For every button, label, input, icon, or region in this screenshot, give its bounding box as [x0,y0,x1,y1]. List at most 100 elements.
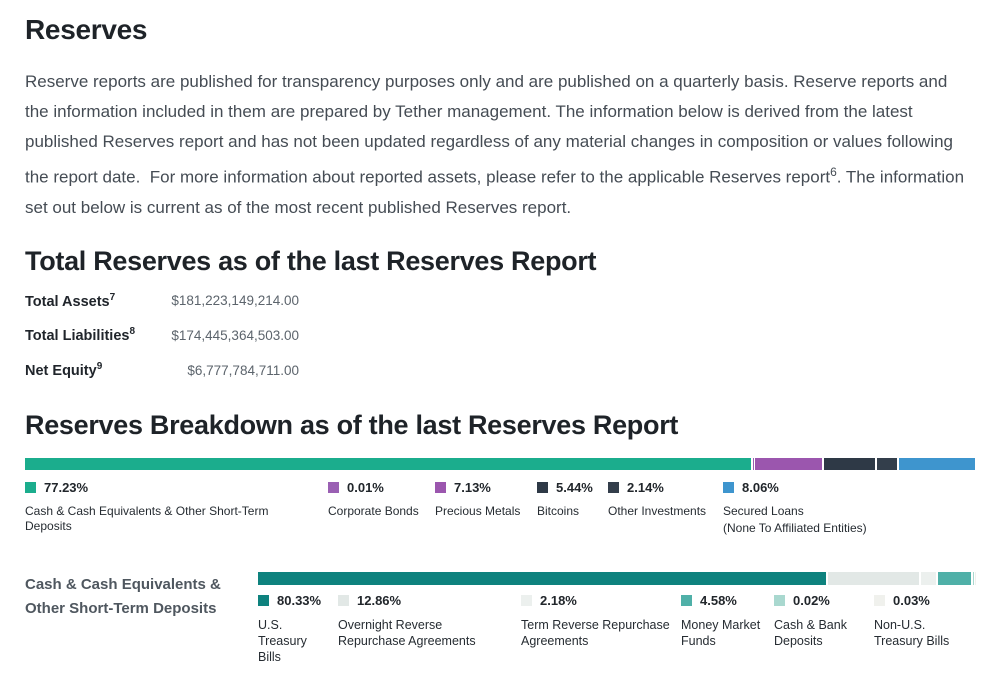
legend-percent-value: 2.18% [540,593,577,609]
legend-percent-value: 5.44% [556,480,593,496]
legend-label: Corporate Bonds [328,504,419,519]
legend-percent-value: 2.14% [627,480,664,496]
total-assets-value: $181,223,149,214.00 [171,293,299,309]
legend-swatch-cash-cash-equivalents-other-short-term-deposits [25,482,36,494]
legend-item-non-u-s-treasury-bills: 0.03% Non-U.S. Treasury Bills [874,593,975,665]
legend-label: Other Investments [608,504,707,519]
legend-swatch-corporate-bonds [328,482,339,494]
legend-percent-value: 0.02% [793,593,830,609]
bar-segment-overnight-reverse-repurchase-agreements [827,572,919,586]
legend-swatch-u-s-treasury-bills [258,595,269,607]
table-row-net-equity: Net Equity9 $6,777,784,711.00 [25,361,975,379]
footnote-ref-8: 8 [129,326,136,338]
legend-percent-value: 0.01% [347,480,384,496]
intro-text: Reserve reports are published for transp… [25,72,954,187]
reserves-breakdown-chart: 77.23% Cash & Cash Equivalents & Other Sh… [25,458,975,536]
label-text: Total Liabilities [25,328,130,345]
bar-segment-cash-cash-equivalents-other-short-term-deposits [25,458,751,471]
legend-swatch-non-u-s-treasury-bills [874,595,885,607]
legend-item-cash-bank-deposits: 0.02% Cash & Bank Deposits [774,593,874,665]
total-liabilities-value: $174,445,364,503.00 [171,328,299,344]
legend-percent-row: 80.33% [258,593,328,608]
legend-percent-value: 0.03% [893,593,930,609]
legend-swatch-other-investments [608,482,619,494]
legend-label: Non-U.S. Treasury Bills [874,618,950,649]
legend-swatch-precious-metals [435,482,446,494]
bar-segment-u-s-treasury-bills [258,572,826,586]
total-assets-label: Total Assets7 [25,292,153,310]
breakdown-heading: Reserves Breakdown as of the last Reserv… [25,410,679,441]
legend-percent-row: 77.23% [25,480,318,495]
intro-text-continued: . The information set out below is curre… [25,167,965,217]
legend-swatch-term-reverse-repurchase-agreements [521,595,532,607]
total-liabilities-label: Total Liabilities8 [25,326,153,344]
cash-equivalents-section: Cash & Cash Equivalents & Other Short-Te… [25,572,975,665]
legend-item-secured-loans: 8.06% Secured Loans (None To Affiliated En… [723,480,975,536]
bar-segment-term-reverse-repurchase-agreements [920,572,937,586]
legend-percent-row: 5.44% [537,480,598,495]
reserves-stacked-bar [25,458,975,471]
legend-item-term-reverse-repurchase-agreements: 2.18% Term Reverse Repurchase Agreements [521,593,681,665]
table-row-total-liabilities: Total Liabilities8 $174,445,364,503.00 [25,326,975,344]
legend-sublabel: (None To Affiliated Entities) [723,521,867,536]
cash-equivalents-section-label: Cash & Cash Equivalents & Other Short-Te… [25,576,221,618]
cash-equivalents-legend: 80.33% U.S. Treasury Bills 12.86% Overnight… [258,593,975,665]
legend-label: Term Reverse Repurchase Agreements [521,618,670,649]
reserves-page: Reserves Reserve reports are published f… [25,14,975,665]
net-equity-label: Net Equity9 [25,361,153,379]
legend-percent-row: 12.86% [338,593,511,608]
legend-item-corporate-bonds: 0.01% Corporate Bonds [328,480,435,536]
legend-item-money-market-funds: 4.58% Money Market Funds [681,593,774,665]
legend-label: Bitcoins [537,504,580,519]
legend-percent-row: 0.01% [328,480,425,495]
legend-percent-row: 8.06% [723,480,965,495]
legend-item-other-investments: 2.14% Other Investments [608,480,723,536]
legend-percent-value: 80.33% [277,593,322,609]
legend-label: Cash & Cash Equivalents & Other Short-Te… [25,504,269,534]
legend-percent-row: 2.18% [521,593,671,608]
legend-label: Overnight Reverse Repurchase Agreements [338,618,476,649]
total-reserves-table: Total Assets7 $181,223,149,214.00 Total … [25,292,975,379]
total-reserves-heading: Total Reserves as of the last Reserves R… [25,245,597,276]
legend-item-u-s-treasury-bills: 80.33% U.S. Treasury Bills [258,593,338,665]
label-text: Net Equity [25,363,97,380]
cash-equivalents-stacked-bar [258,572,975,586]
legend-label: Money Market Funds [681,618,761,649]
footnote-ref-7: 7 [109,291,116,303]
footnote-ref-6: 6 [830,165,837,179]
bar-segment-precious-metals [754,458,822,471]
bar-segment-secured-loans [899,458,975,471]
legend-percent-value: 4.58% [700,593,737,609]
legend-label: Secured Loans [723,504,804,519]
legend-item-bitcoins: 5.44% Bitcoins [537,480,608,536]
legend-item-precious-metals: 7.13% Precious Metals [435,480,537,536]
legend-swatch-cash-bank-deposits [774,595,785,607]
legend-swatch-bitcoins [537,482,548,494]
bar-segment-other-investments [877,458,898,471]
legend-label: Cash & Bank Deposits [774,618,847,649]
intro-paragraph: Reserve reports are published for transp… [25,67,975,223]
net-equity-value: $6,777,784,711.00 [187,363,299,379]
legend-percent-value: 77.23% [44,480,89,496]
legend-percent-value: 7.13% [454,480,491,496]
legend-swatch-secured-loans [723,482,734,494]
legend-label: Precious Metals [435,504,521,519]
legend-item-overnight-reverse-repurchase-agreements: 12.86% Overnight Reverse Repurchase Agree… [338,593,521,665]
label-text: Total Assets [25,293,110,310]
legend-item-cash-cash-equivalents-other-short-term-deposits: 77.23% Cash & Cash Equivalents & Other Sh… [25,480,328,536]
bar-segment-money-market-funds [938,572,971,586]
footnote-ref-9: 9 [96,361,103,373]
reserves-breakdown-legend: 77.23% Cash & Cash Equivalents & Other Sh… [25,480,975,536]
legend-percent-row: 0.03% [874,593,965,608]
legend-percent-row: 0.02% [774,593,864,608]
cash-equivalents-chart: 80.33% U.S. Treasury Bills 12.86% Overnight… [258,572,975,665]
legend-percent-row: 2.14% [608,480,713,495]
table-row-total-assets: Total Assets7 $181,223,149,214.00 [25,292,975,310]
legend-percent-row: 7.13% [435,480,527,495]
legend-swatch-overnight-reverse-repurchase-agreements [338,595,349,607]
legend-percent-row: 4.58% [681,593,764,608]
legend-swatch-money-market-funds [681,595,692,607]
bar-segment-bitcoins [824,458,876,471]
page-title: Reserves [25,14,148,45]
legend-label: U.S. Treasury Bills [258,618,307,665]
